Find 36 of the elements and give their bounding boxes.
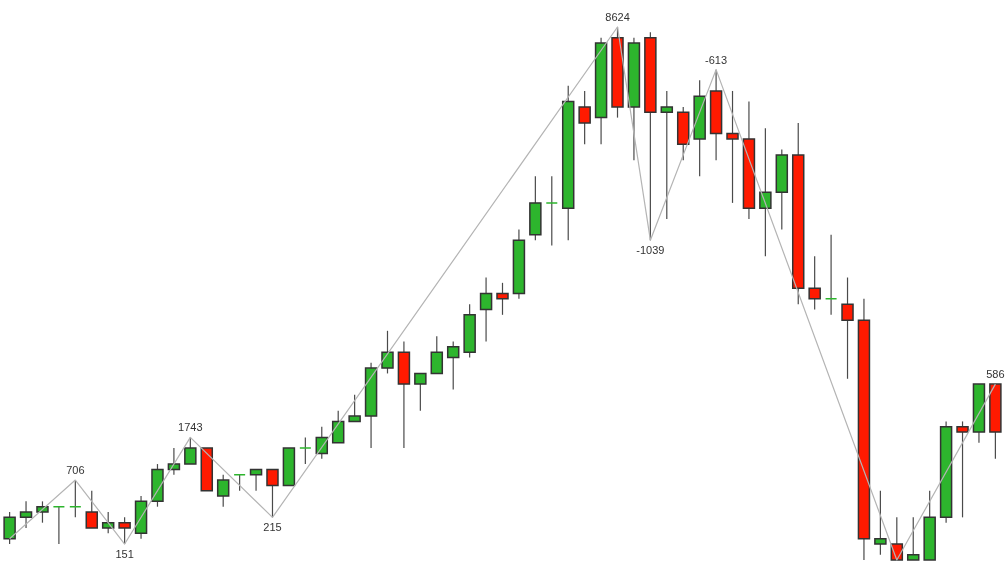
- candlestick: [578, 90, 591, 145]
- candlestick: [19, 500, 33, 529]
- candlestick: [118, 516, 131, 545]
- candlestick: [216, 474, 230, 508]
- candlestick: [956, 420, 969, 518]
- candlestick: [348, 394, 361, 423]
- annotation: -613: [705, 53, 728, 66]
- candlestick: [496, 282, 509, 316]
- candlestick: [299, 436, 312, 465]
- annotation: 706: [66, 464, 85, 477]
- candlestick: [184, 436, 197, 465]
- annotation: 586: [986, 368, 1005, 381]
- candlestick: [660, 90, 674, 220]
- candlestick: [808, 255, 821, 311]
- candlestick: [841, 276, 854, 380]
- annotation: 8624: [605, 11, 630, 23]
- candlestick: [906, 516, 920, 561]
- candlestick: [85, 490, 99, 529]
- annotation: 215: [263, 521, 282, 534]
- candlestick: [69, 479, 82, 518]
- candlestick: [824, 234, 838, 316]
- candlestick: [446, 340, 460, 391]
- candlestick: [266, 468, 279, 518]
- candlestick: [3, 511, 16, 545]
- candlestick: [430, 335, 444, 375]
- candlestick: [414, 372, 427, 412]
- candlestick: [52, 505, 66, 545]
- candlestick: [726, 90, 739, 204]
- annotation: -1039: [636, 244, 665, 257]
- candlestick: [381, 330, 394, 375]
- candlestick: [759, 127, 772, 257]
- annotation: 151: [115, 548, 134, 561]
- candlestick: [479, 276, 493, 343]
- annotation: 1743: [178, 421, 203, 434]
- candlestick: [545, 175, 559, 247]
- candlestick: [874, 490, 887, 556]
